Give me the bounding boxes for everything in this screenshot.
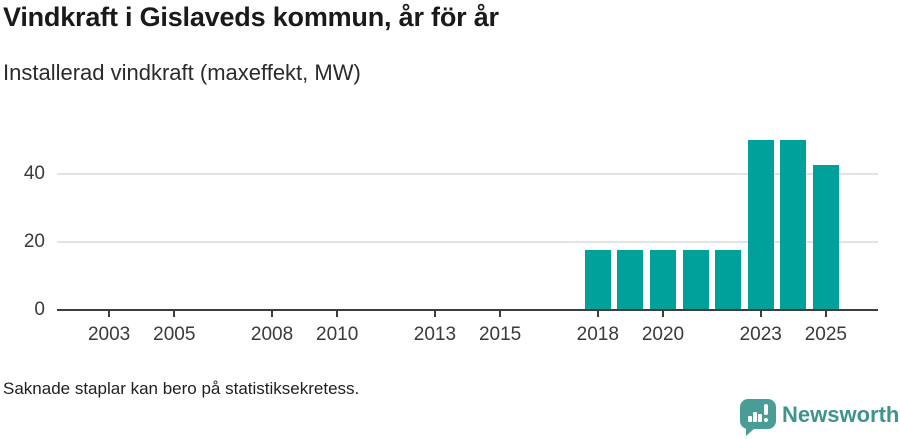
logo-exclamation-dot	[764, 418, 768, 422]
plot-area	[57, 133, 878, 310]
bar-2020	[649, 250, 676, 310]
x-tick-2003	[108, 311, 111, 317]
x-tick-2015	[499, 311, 502, 317]
x-tick-2013	[433, 311, 436, 317]
x-tick-2020	[661, 311, 664, 317]
x-tick-label-2015: 2015	[478, 324, 522, 345]
x-tick-label-2010: 2010	[316, 324, 359, 345]
x-tick-label-2013: 2013	[413, 324, 457, 345]
x-tick-label-2020: 2020	[641, 324, 685, 345]
x-tick-2005	[173, 311, 176, 317]
bar-2018	[584, 250, 611, 310]
x-tick-label-2025: 2025	[804, 324, 847, 345]
bar-2021	[682, 250, 709, 310]
x-tick-label-2018: 2018	[576, 324, 619, 345]
y-tick-label-20: 20	[23, 230, 45, 252]
page-title: Vindkraft i Gislaveds kommun, år för år	[3, 2, 499, 32]
y-tick-label-40: 40	[23, 162, 45, 184]
logo-bubble	[740, 399, 776, 429]
footer-note: Saknade staplar kan bero på statistiksek…	[3, 379, 360, 398]
x-tick-2018	[596, 311, 599, 317]
bar-2025	[812, 165, 839, 310]
x-tick-label-2003: 2003	[87, 324, 131, 345]
speech-bubble-bar-chart-icon	[740, 399, 776, 436]
logo-bar-medium	[758, 414, 762, 422]
logo-bar-small	[748, 416, 752, 422]
newsworthy-wordmark: Newsworthy	[782, 402, 900, 427]
x-tick-2025	[824, 311, 827, 317]
x-tick-2010	[336, 311, 339, 317]
chart-subtitle: Installerad vindkraft (maxeffekt, MW)	[3, 60, 361, 85]
newsworthy-logo: Newsworthy	[740, 399, 900, 436]
bar-2019	[617, 250, 644, 310]
logo-bar-tall	[753, 412, 757, 422]
x-tick-2023	[759, 311, 762, 317]
gridline-20	[57, 240, 878, 243]
logo-exclamation-line	[764, 404, 768, 415]
x-tick-2008	[271, 311, 274, 317]
y-tick-label-0: 0	[34, 299, 45, 320]
bar-2024	[780, 139, 807, 310]
gridline-40	[57, 172, 878, 175]
x-tick-label-2023: 2023	[739, 324, 782, 345]
x-axis: 2003 2005 2008 2010 2013 2015 2018 2020 2023 2025	[57, 309, 878, 345]
logo-bubble-tail	[746, 428, 755, 436]
x-tick-label-2005: 2005	[153, 324, 196, 345]
x-tick-label-2008: 2008	[250, 324, 294, 345]
y-axis-labels: 0 20 40	[0, 133, 45, 320]
bar-2022	[715, 250, 742, 310]
bar-2023	[747, 139, 774, 310]
